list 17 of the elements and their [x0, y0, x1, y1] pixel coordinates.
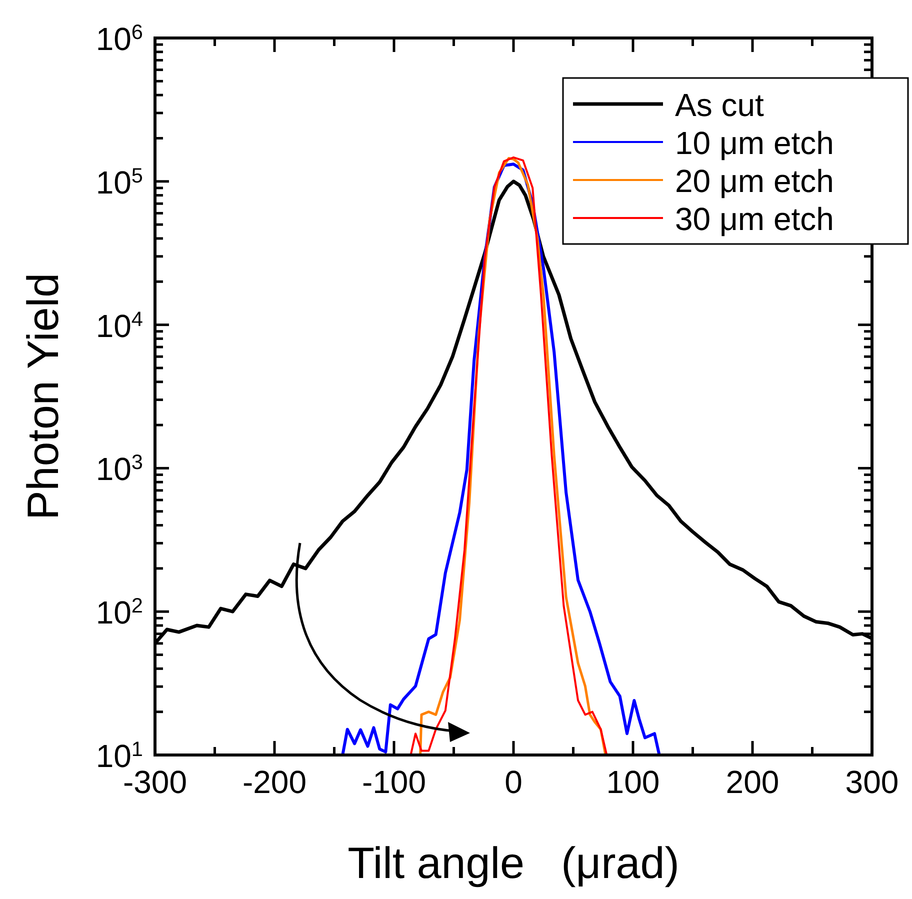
- y-tick-label: 10$^{6}$: [96, 20, 143, 57]
- legend-label: As cut: [675, 87, 764, 123]
- y-tick-label: 10$^{5}$: [96, 164, 143, 200]
- y-tick-label: 10$^{2}$: [96, 594, 143, 631]
- y-axis-title: Photon Yield: [19, 272, 68, 520]
- legend-label: 20 μm etch: [675, 163, 834, 199]
- x-tick-label: -200: [242, 764, 307, 800]
- x-tick-label: -100: [362, 764, 426, 800]
- y-tick-label: 10$^{4}$: [96, 307, 143, 344]
- x-axis-title: Tilt angle (μrad): [348, 839, 680, 888]
- x-tick-label: 300: [845, 764, 899, 800]
- x-tick-label: 200: [726, 764, 780, 800]
- legend-label: 30 μm etch: [675, 201, 834, 237]
- legend-label: 10 μm etch: [675, 125, 834, 161]
- x-tick-label: 100: [606, 764, 660, 800]
- x-tick-label: 0: [504, 764, 522, 800]
- y-tick-label: 10$^{3}$: [96, 450, 143, 488]
